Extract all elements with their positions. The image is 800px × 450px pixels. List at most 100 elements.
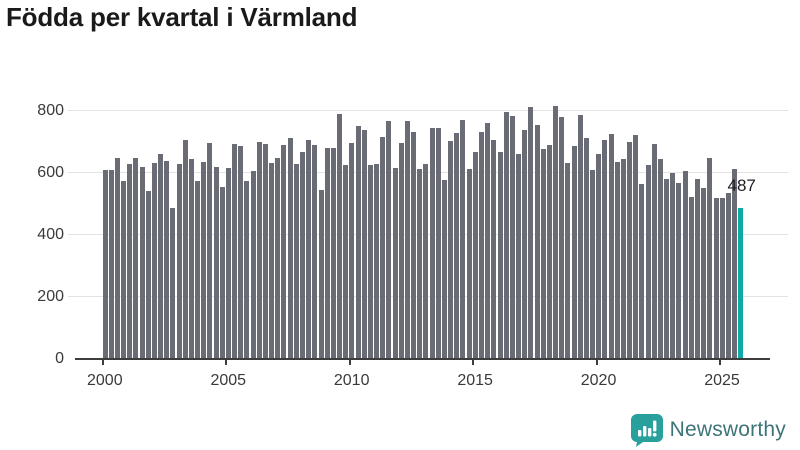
bar <box>534 124 540 359</box>
bar <box>602 140 608 359</box>
bar <box>256 141 262 359</box>
bar <box>497 151 503 359</box>
bar <box>441 180 447 359</box>
x-axis-tick-label: 2015 <box>457 372 493 389</box>
bar <box>725 193 731 359</box>
bar <box>701 187 707 359</box>
bar <box>324 148 330 359</box>
x-axis-tick <box>101 360 104 365</box>
bar <box>614 161 620 359</box>
newsworthy-logo: Newsworthy <box>630 412 786 448</box>
bar <box>509 116 515 359</box>
bar <box>330 147 336 359</box>
bar <box>225 167 231 359</box>
bar <box>516 154 522 359</box>
bar <box>337 114 343 359</box>
y-axis-tick-label: 200 <box>37 287 64 305</box>
bar <box>491 140 497 359</box>
bar <box>318 190 324 359</box>
bar <box>182 140 188 359</box>
bar <box>627 142 633 359</box>
plot-area: 0 200 400 600 800 2000 2005 2010 2015 2020 2025 487 <box>37 101 788 389</box>
chart-title: Födda per kvartal i Värmland <box>6 2 358 32</box>
bar <box>596 153 602 359</box>
y-axis-tick-label: 800 <box>37 101 64 119</box>
bar <box>719 198 725 359</box>
bar <box>238 145 244 359</box>
bar <box>108 170 114 359</box>
highlighted-bar <box>738 207 744 359</box>
bar <box>188 159 194 359</box>
x-axis-tick <box>225 360 228 365</box>
x-axis-tick <box>719 360 721 365</box>
bar <box>392 168 398 359</box>
bar <box>300 152 305 359</box>
x-axis-tick <box>472 360 475 365</box>
bar <box>262 143 268 359</box>
bar <box>151 163 157 359</box>
bar <box>293 163 299 359</box>
bar <box>423 164 429 359</box>
bar <box>633 134 639 359</box>
bar <box>411 131 417 359</box>
bar <box>577 114 583 359</box>
bar <box>664 179 670 359</box>
bar <box>275 158 281 359</box>
bar <box>232 144 238 359</box>
bar <box>429 128 435 359</box>
bar <box>559 117 565 359</box>
bar <box>114 158 120 359</box>
bar <box>139 166 145 359</box>
bar <box>219 187 225 359</box>
bar <box>565 162 571 359</box>
bar <box>312 145 318 359</box>
bar <box>608 133 614 359</box>
bar <box>540 149 546 359</box>
bar <box>374 164 380 359</box>
bar <box>676 182 682 359</box>
bar <box>213 166 219 359</box>
bar <box>466 169 472 359</box>
x-axis-tick-label: 2025 <box>704 372 740 389</box>
last-value-label: 487 <box>727 176 756 195</box>
bar <box>571 145 577 359</box>
bar <box>269 162 275 359</box>
bar <box>448 140 454 359</box>
x-axis-tick <box>595 360 598 365</box>
bar <box>121 181 127 359</box>
gridline-800 <box>68 110 788 111</box>
bar <box>176 163 182 359</box>
bar <box>553 106 559 359</box>
bar <box>250 171 256 359</box>
bar <box>287 138 293 359</box>
bar <box>583 137 589 359</box>
bar <box>306 139 312 359</box>
bar <box>460 120 466 359</box>
bar <box>472 152 478 359</box>
bar <box>355 126 361 359</box>
bar <box>503 112 509 359</box>
bar <box>158 153 164 359</box>
bar <box>522 129 528 359</box>
bar <box>454 133 460 359</box>
x-axis-line <box>75 358 770 360</box>
bar <box>133 158 139 359</box>
bar <box>386 121 392 359</box>
bar <box>590 170 596 359</box>
bar <box>546 144 552 359</box>
bar <box>417 168 423 359</box>
bar <box>201 161 207 359</box>
bar <box>682 170 688 359</box>
y-axis-tick-label: 0 <box>55 350 64 367</box>
bar <box>639 184 645 359</box>
bar <box>164 160 170 359</box>
bar <box>620 158 626 359</box>
bar <box>207 143 213 359</box>
x-axis-tick <box>348 360 351 365</box>
bar <box>102 169 108 359</box>
bar <box>367 164 373 359</box>
bar <box>651 144 657 359</box>
bar <box>485 123 491 359</box>
bar <box>404 121 410 359</box>
